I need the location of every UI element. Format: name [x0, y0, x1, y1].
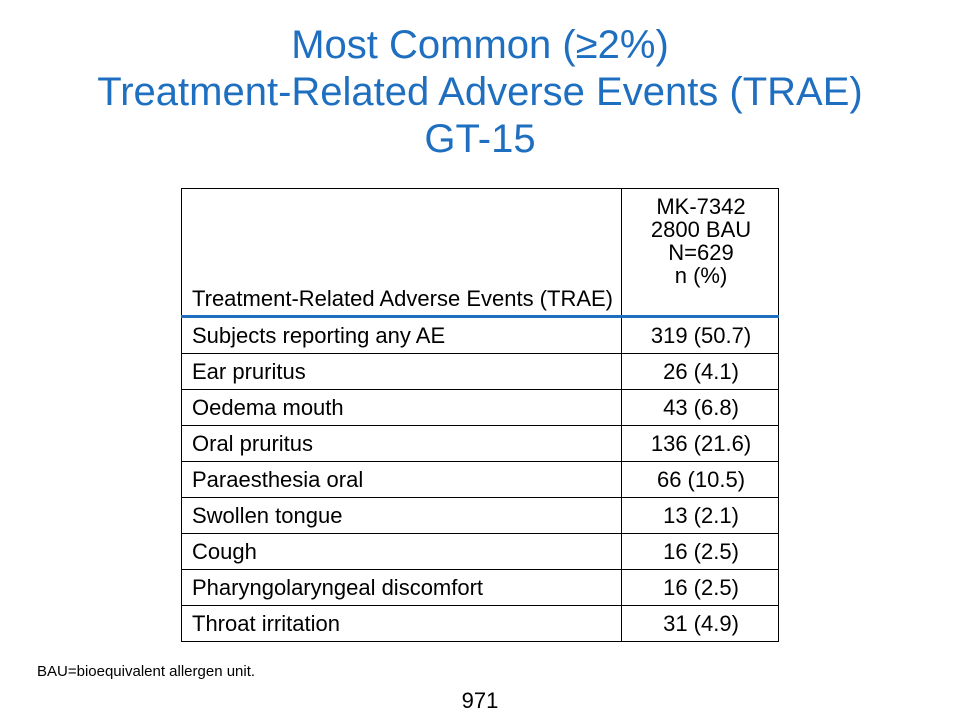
event-value-cell: 31 (4.9): [621, 605, 779, 642]
event-name-cell: Throat irritation: [180, 605, 623, 642]
event-value-cell: 136 (21.6): [621, 425, 779, 462]
event-name-cell: Swollen tongue: [180, 497, 623, 534]
table-row: Oral pruritus 136 (21.6): [180, 425, 779, 462]
title-line-1: Most Common (≥2%): [291, 23, 669, 67]
table-row: Paraesthesia oral 66 (10.5): [180, 461, 779, 498]
header-line-n: N=629: [668, 240, 734, 265]
event-name-cell: Oral pruritus: [180, 425, 623, 462]
event-value-cell: 319 (50.7): [621, 316, 779, 354]
table-row: Oedema mouth 43 (6.8): [180, 389, 779, 426]
slide-title: Most Common (≥2%) Treatment-Related Adve…: [0, 22, 960, 163]
event-value-cell: 16 (2.5): [621, 569, 779, 606]
event-value-cell: 26 (4.1): [621, 353, 779, 390]
page-number: 971: [461, 688, 499, 713]
event-name-cell: Paraesthesia oral: [180, 461, 623, 498]
title-line-2: Treatment-Related Adverse Events (TRAE): [97, 70, 863, 114]
header-line-drug: MK-7342: [656, 194, 746, 219]
footnote: BAU=bioequivalent allergen unit.: [37, 663, 256, 680]
event-value-cell: 43 (6.8): [621, 389, 779, 426]
event-name-cell: Cough: [180, 533, 623, 570]
trae-table: Treatment-Related Adverse Events (TRAE) …: [180, 188, 779, 642]
table-header-row: Treatment-Related Adverse Events (TRAE) …: [180, 188, 779, 318]
event-name-cell: Ear pruritus: [180, 353, 623, 390]
header-treatment-column: MK-7342 2800 BAU N=629 n (%): [621, 188, 779, 318]
header-line-dose: 2800 BAU: [650, 217, 752, 242]
table-row: Swollen tongue 13 (2.1): [180, 497, 779, 534]
event-name-cell: Oedema mouth: [180, 389, 623, 426]
event-name-cell: Subjects reporting any AE: [180, 316, 623, 354]
title-line-3: GT-15: [424, 117, 536, 161]
event-value-cell: 16 (2.5): [621, 533, 779, 570]
event-value-cell: 66 (10.5): [621, 461, 779, 498]
header-event-column: Treatment-Related Adverse Events (TRAE): [180, 188, 623, 318]
table-row: Ear pruritus 26 (4.1): [180, 353, 779, 390]
table-row: Cough 16 (2.5): [180, 533, 779, 570]
event-name-cell: Pharyngolaryngeal discomfort: [180, 569, 623, 606]
table-row: Subjects reporting any AE 319 (50.7): [180, 316, 779, 354]
table-row: Throat irritation 31 (4.9): [180, 605, 779, 642]
header-line-unit: n (%): [674, 263, 728, 288]
event-value-cell: 13 (2.1): [621, 497, 779, 534]
table-row: Pharyngolaryngeal discomfort 16 (2.5): [180, 569, 779, 606]
